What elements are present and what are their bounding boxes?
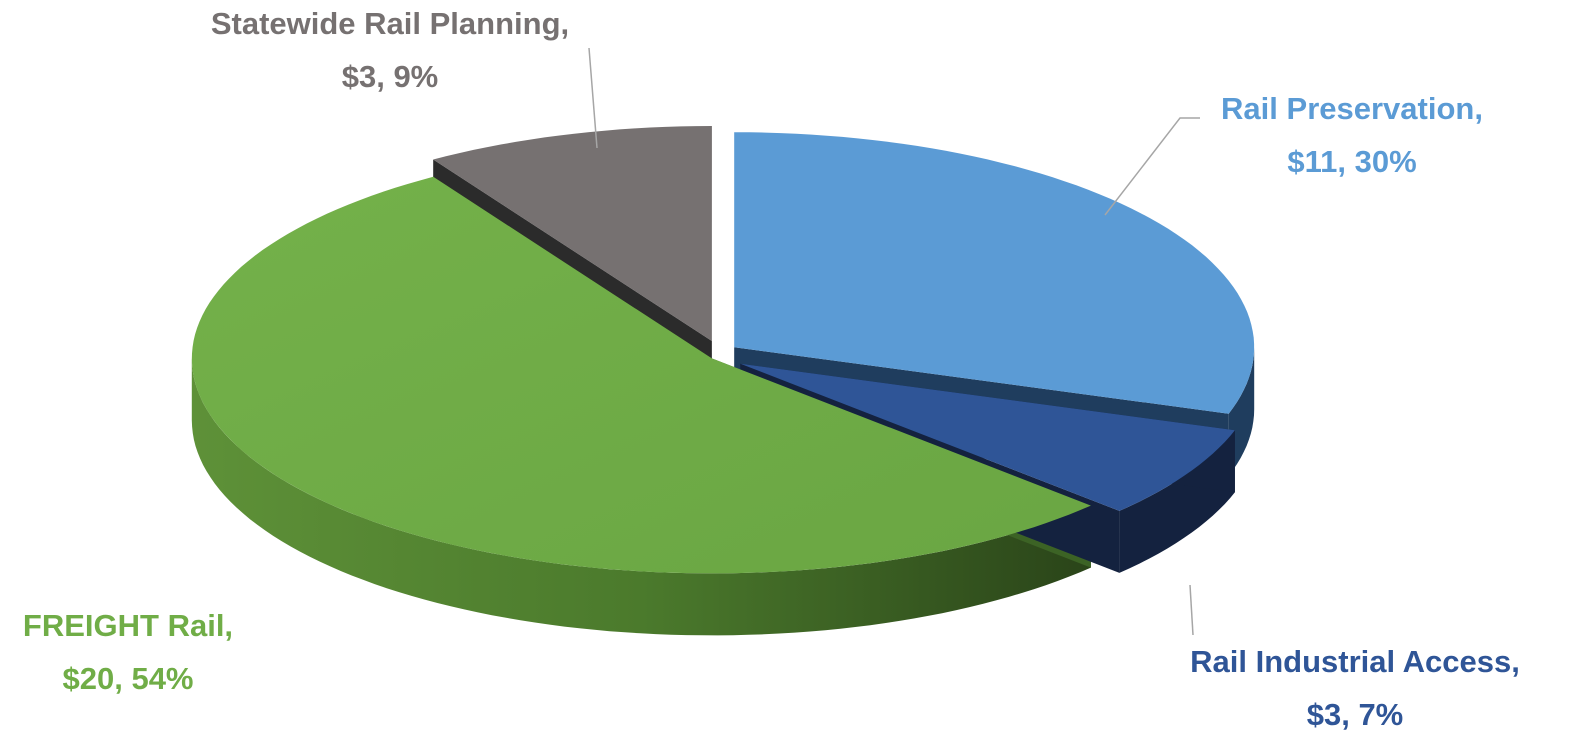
slice-statewide-rail-planning [433,126,712,342]
pie-tops [191,126,1255,574]
label-rail-preservation-name: Rail Preservation, [1221,91,1483,126]
leader-statewide-rail-planning [588,47,598,149]
slice-rail-preservation [734,132,1255,414]
slice-freight-rail [191,176,1091,574]
leader-rail-industrial-access [1189,584,1194,636]
label-leader-lines [588,47,1200,636]
slice-side-freight-rail [191,358,1091,636]
label-rail-preservation-value: $11, 30% [1287,144,1416,179]
leader-rail-preservation [1104,117,1200,216]
slice-side-rail-preservation [1228,347,1255,476]
label-freight-rail-value: $20, 54% [63,661,194,696]
label-freight-rail-name: FREIGHT Rail, [23,608,233,643]
label-statewide-rail-planning-name: Statewide Rail Planning, [211,6,569,41]
label-rail-industrial-access-value: $3, 7% [1307,697,1404,732]
label-rail-industrial-access-name: Rail Industrial Access, [1190,644,1520,679]
label-statewide-rail-planning-value: $3, 9% [342,59,439,94]
slice-rail-industrial-access [740,363,1235,511]
